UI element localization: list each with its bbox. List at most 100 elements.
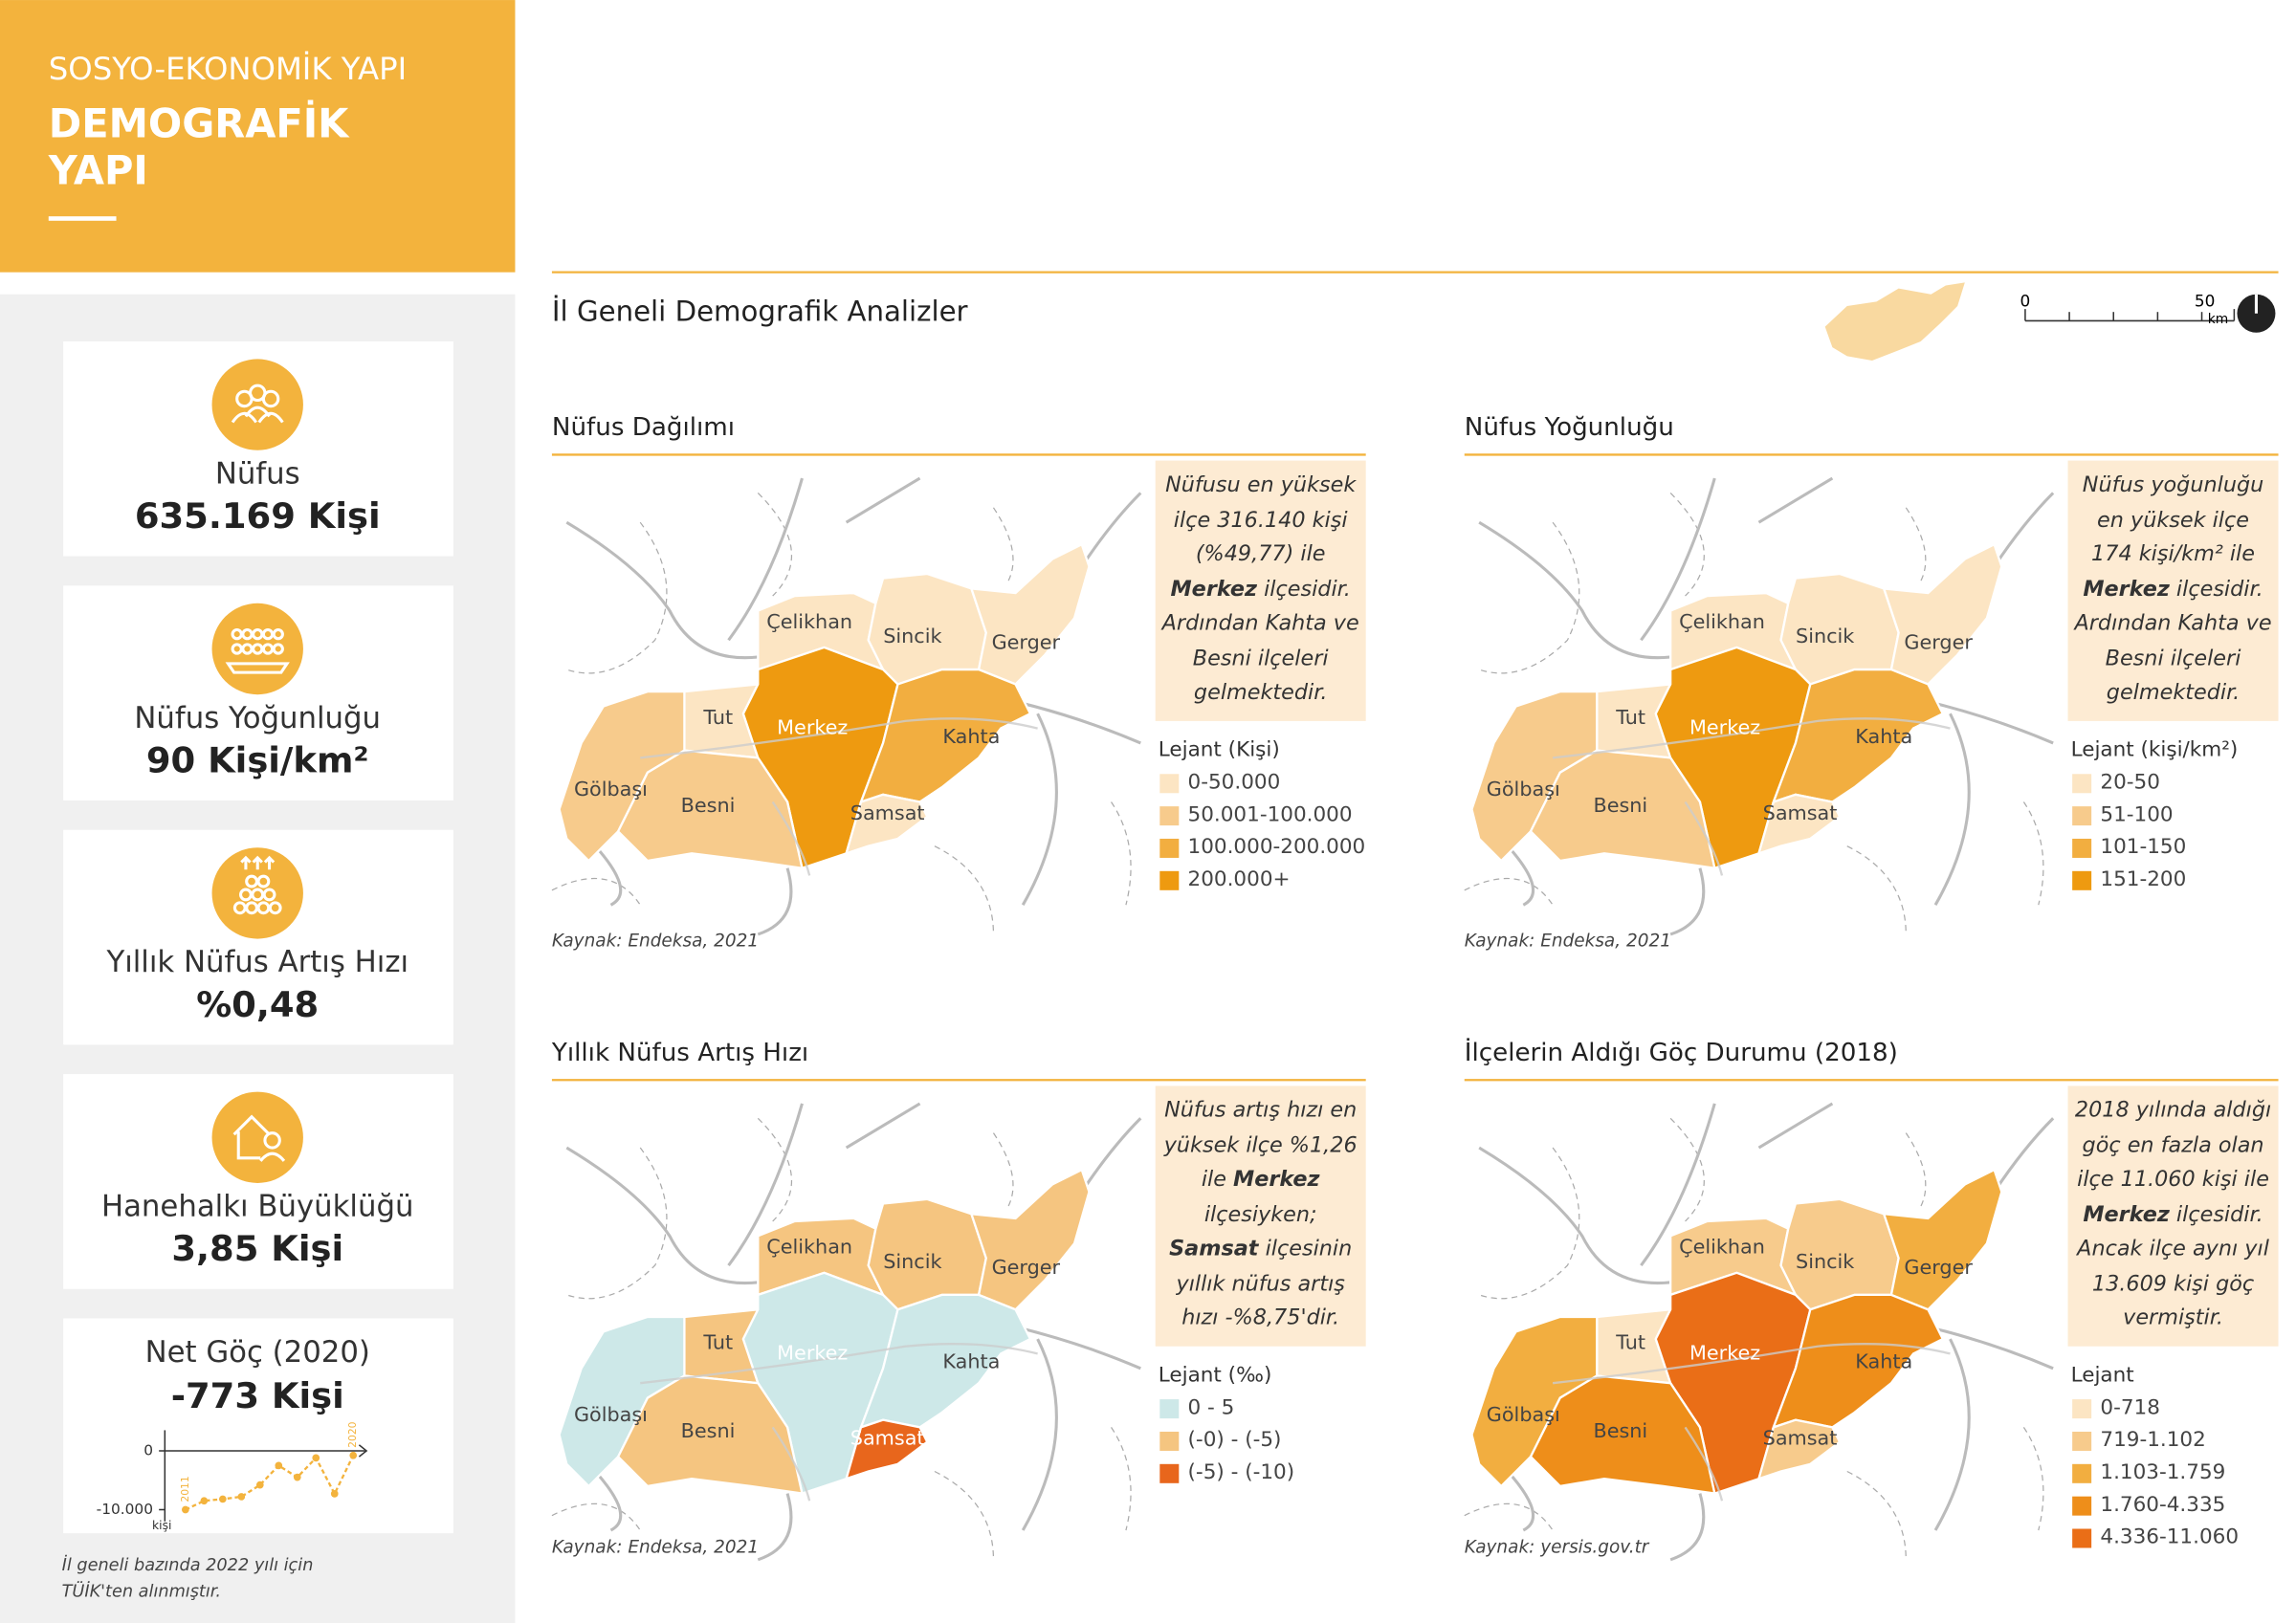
note-box	[2067, 1086, 2279, 1347]
note-box	[1155, 460, 1366, 721]
legend-swatch	[2072, 1496, 2092, 1516]
district-label: Samsat	[850, 801, 925, 824]
border-line	[566, 521, 668, 674]
glyph	[256, 874, 271, 888]
legend-title: Lejant (Kişi)	[1159, 738, 1280, 762]
road	[1993, 492, 2055, 568]
district	[969, 1168, 1091, 1311]
district-label: Kahta	[1855, 1350, 1912, 1373]
footnote: İl geneli bazında 2022 yılı için	[62, 1555, 314, 1575]
border-line	[551, 1502, 641, 1531]
note: Nüfus yoğunluğu en yüksek ilçe 174 kişi/…	[2068, 461, 2279, 721]
scale-label: 0	[2020, 291, 2031, 310]
note-text: Nüfus artış hızı en yüksek ilçe %1,26 il…	[1156, 1086, 1366, 1346]
glyph	[225, 662, 290, 674]
district-label: Gerger	[992, 630, 1061, 653]
district-label: Kahta	[942, 1350, 1000, 1373]
note-box	[2067, 460, 2279, 721]
district-label: Merkez	[777, 716, 848, 739]
point	[293, 1473, 301, 1481]
legend-label: 1.760-4.335	[2100, 1493, 2225, 1517]
district-label: Besni	[1593, 1419, 1647, 1442]
border-line	[566, 1147, 668, 1300]
section-title: SOSYO-EKONOMİK YAPI	[49, 51, 407, 87]
legend-swatch	[2072, 870, 2092, 890]
legend-swatch	[2072, 806, 2092, 826]
legend-label: 51-100	[2100, 802, 2173, 826]
district-label: Gölbaşı	[1487, 1403, 1560, 1426]
note-segment: ilçesidir. Ardından Kahta ve Besni ilçel…	[2074, 577, 2272, 705]
district-label: Sincik	[883, 1250, 941, 1273]
legend-swatch	[1159, 1431, 1180, 1451]
road	[1640, 1103, 1716, 1267]
point	[218, 1495, 227, 1503]
road	[1640, 477, 1716, 642]
road	[727, 1103, 804, 1267]
district-label: Merkez	[1689, 1341, 1760, 1364]
stat-value: 3,85 Kişi	[171, 1228, 343, 1269]
border-line	[1111, 1427, 1132, 1531]
border-line	[2022, 801, 2044, 906]
point	[275, 1461, 283, 1470]
title-rule	[48, 216, 117, 221]
page-title: YAPI	[48, 147, 148, 194]
district-label: Gerger	[1904, 1256, 1973, 1279]
legend-title: Lejant (kişi/km²)	[2071, 738, 2239, 762]
border-line	[1464, 877, 1554, 906]
road	[1669, 1493, 1706, 1562]
district	[1529, 749, 1716, 870]
road	[727, 477, 804, 642]
point	[182, 1505, 189, 1514]
legend-swatch	[2072, 1528, 2092, 1548]
district-label: Kahta	[1855, 725, 1912, 748]
icon-glyph	[225, 627, 290, 674]
district-label: Sincik	[883, 625, 941, 647]
point	[200, 1497, 209, 1505]
map: Çelikhan Sincik Gerger Tut Merkez Kahta Gölbaş…	[1464, 476, 2055, 936]
source: Kaynak: yersis.gov.tr	[1465, 1538, 1650, 1558]
legend-swatch	[2072, 1399, 2092, 1419]
district-label: Gölbaşı	[1487, 778, 1560, 801]
road	[1552, 717, 1951, 876]
road	[845, 1102, 921, 1150]
legend-title: Lejant (‰)	[1159, 1364, 1272, 1388]
district-label: Çelikhan	[1679, 610, 1765, 633]
point	[349, 1451, 358, 1459]
district-label: Sincik	[1796, 625, 1854, 647]
main-title: İl Geneli Demografik Analizler	[552, 296, 969, 328]
border-line	[1846, 1470, 1907, 1560]
panel-title: Yıllık Nüfus Artış Hızı	[551, 1039, 808, 1067]
note-segment: ilçesidir. Ardından Kahta ve Besni ilçel…	[1161, 577, 1359, 705]
border-line	[1478, 521, 1580, 674]
source: Kaynak: Endeksa, 2021	[552, 932, 759, 952]
note-segment: ilçesinin yıllık nüfus artış hızı -%8,75…	[1176, 1237, 1353, 1330]
district-label: Sincik	[1796, 1250, 1854, 1273]
legend-label: (-0) - (-5)	[1188, 1428, 1282, 1452]
district-label: Gölbaşı	[574, 778, 648, 801]
note: Nüfus artış hızı en yüksek ilçe %1,26 il…	[1156, 1086, 1366, 1346]
legend-label: 100.000-200.000	[1188, 835, 1366, 859]
glyph	[252, 855, 263, 870]
note-text: Nüfusu en yüksek ilçe 316.140 kişi (%49,…	[1156, 461, 1366, 721]
district	[1882, 1168, 2003, 1311]
glyph	[244, 406, 271, 418]
point	[237, 1493, 246, 1501]
map: Çelikhan Sincik Gerger Tut Merkez Kahta Gölbaş…	[1464, 1102, 2055, 1562]
district-label: Tut	[1615, 706, 1645, 729]
note-segment: Nüfusu en yüksek ilçe 316.140 kişi (%49,…	[1165, 473, 1357, 567]
district-label: Merkez	[1689, 716, 1760, 739]
glyph	[259, 1151, 286, 1162]
note-text: Nüfus yoğunluğu en yüksek ilçe 174 kişi/…	[2068, 461, 2279, 721]
border-line	[992, 1132, 1014, 1207]
legend-label: 151-200	[2100, 867, 2186, 891]
border-line	[1478, 1147, 1580, 1300]
glyph	[263, 1131, 281, 1150]
glyph	[232, 1114, 271, 1160]
border-line	[2022, 1427, 2044, 1531]
road	[565, 1146, 773, 1285]
glyph	[263, 855, 276, 870]
legend-swatch	[1159, 870, 1180, 890]
map: Çelikhan Sincik Gerger Tut Merkez Kahta Gölbaş…	[551, 1102, 1142, 1562]
legend-swatch	[1159, 806, 1180, 826]
